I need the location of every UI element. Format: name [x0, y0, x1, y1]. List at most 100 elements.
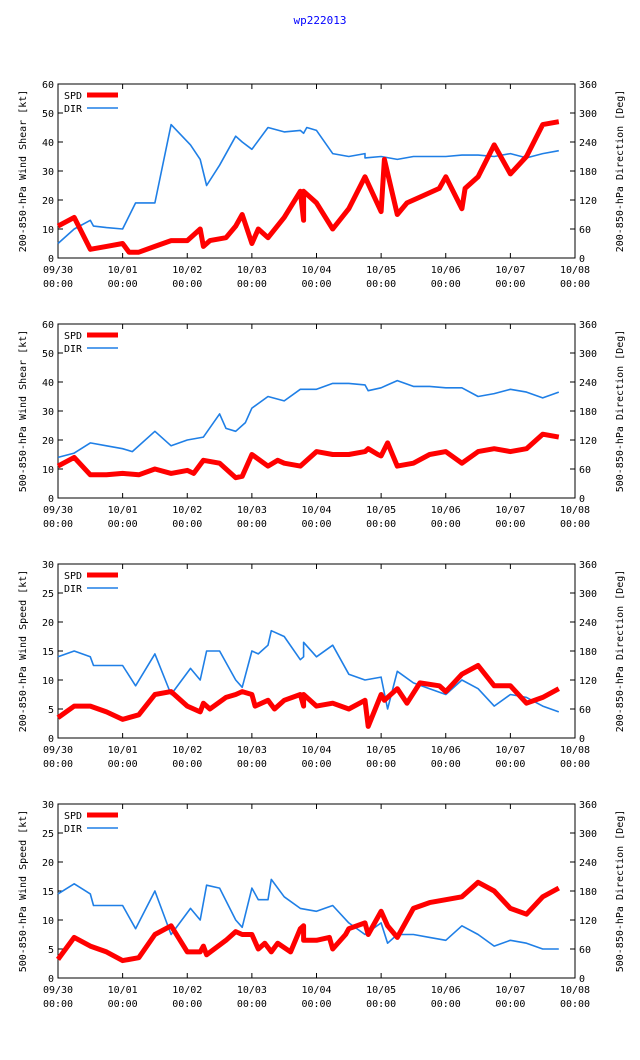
x-tick-date: 10/06: [431, 745, 461, 756]
x-tick-time: 00:00: [366, 759, 396, 770]
y-tick-label: 5: [48, 705, 54, 716]
y-tick-label: 30: [42, 560, 54, 571]
y2-tick-label: 360: [579, 800, 597, 811]
x-tick-time: 00:00: [560, 759, 590, 770]
y-tick-label: 25: [42, 829, 54, 840]
y-tick-label: 30: [42, 800, 54, 811]
legend-label-dir: DIR: [64, 824, 83, 835]
x-tick-time: 00:00: [301, 999, 331, 1010]
y2-tick-label: 60: [579, 945, 591, 956]
y-axis-label: 500-850-hPa Wind Shear [kt]: [18, 330, 29, 493]
y2-tick-label: 120: [579, 436, 597, 447]
x-tick-time: 00:00: [495, 999, 525, 1010]
y-tick-label: 10: [42, 676, 54, 687]
x-tick-date: 10/08: [560, 505, 590, 516]
x-tick-date: 09/30: [43, 985, 73, 996]
x-tick-time: 00:00: [108, 759, 138, 770]
y2-tick-label: 120: [579, 916, 597, 927]
legend-label-spd: SPD: [64, 571, 82, 582]
x-tick-time: 00:00: [301, 759, 331, 770]
y2-axis-label: 500-850-hPa Direction [Deg]: [615, 330, 626, 493]
x-tick-time: 00:00: [431, 519, 461, 530]
x-tick-date: 10/01: [108, 745, 138, 756]
x-tick-date: 10/04: [301, 265, 331, 276]
chart-panel-1: 0 10 20 30 40 50 60 0 60 120 180 240 300 360 09/30 00:0…: [18, 80, 626, 290]
x-tick-date: 10/02: [172, 265, 202, 276]
y-axis-label: 200-850-hPa Wind Speed [kt]: [18, 570, 29, 733]
series-line-spd: [56, 663, 560, 729]
y2-tick-label: 180: [579, 167, 597, 178]
x-tick-date: 10/07: [495, 745, 525, 756]
x-tick-date: 10/08: [560, 745, 590, 756]
x-tick-date: 10/05: [366, 265, 396, 276]
x-tick-time: 00:00: [431, 759, 461, 770]
y-tick-label: 60: [42, 320, 54, 331]
plot-frame: [57, 323, 576, 499]
series-line-dir: [57, 123, 559, 245]
figure-title: wp222013: [294, 14, 347, 27]
x-tick-date: 10/06: [431, 265, 461, 276]
series-line-dir: [57, 379, 560, 459]
x-tick-time: 00:00: [43, 519, 73, 530]
legend-label-spd: SPD: [64, 811, 82, 822]
x-tick-time: 00:00: [43, 759, 73, 770]
x-tick-time: 00:00: [43, 279, 73, 290]
y-tick-label: 0: [48, 974, 54, 985]
x-tick-time: 00:00: [237, 999, 267, 1010]
y2-tick-label: 300: [579, 829, 597, 840]
x-tick-time: 00:00: [560, 279, 590, 290]
x-tick-time: 00:00: [43, 999, 73, 1010]
y2-tick-label: 180: [579, 887, 597, 898]
x-tick-time: 00:00: [495, 519, 525, 530]
y-tick-label: 10: [42, 225, 54, 236]
x-tick-time: 00:00: [301, 279, 331, 290]
x-tick-date: 10/01: [108, 265, 138, 276]
x-tick-time: 00:00: [108, 279, 138, 290]
y2-axis-label: 500-850-hPa Direction [Deg]: [615, 810, 626, 973]
x-tick-date: 10/04: [301, 745, 331, 756]
y-tick-label: 30: [42, 407, 54, 418]
x-tick-date: 10/02: [172, 505, 202, 516]
y2-tick-label: 300: [579, 589, 597, 600]
y-tick-label: 50: [42, 349, 54, 360]
series-line-spd: [56, 431, 560, 481]
x-tick-date: 10/06: [431, 505, 461, 516]
chart-panel-3: 05101520253006012018024030036009/3000:00…: [18, 560, 626, 770]
plot-frame: [57, 563, 576, 739]
x-tick-time: 00:00: [431, 279, 461, 290]
legend-label-spd: SPD: [64, 331, 82, 342]
x-tick-time: 00:00: [108, 999, 138, 1010]
y-tick-label: 40: [42, 378, 54, 389]
y2-tick-label: 360: [579, 560, 597, 571]
x-tick-time: 00:00: [560, 999, 590, 1010]
y-tick-label: 15: [42, 887, 54, 898]
x-tick-date: 09/30: [43, 745, 73, 756]
y2-tick-label: 300: [579, 109, 597, 120]
y2-axis-label: 200-850-hPa Direction [Deg]: [615, 90, 626, 253]
y2-axis-label: 200-850-hPa Direction [Deg]: [615, 570, 626, 733]
y-tick-label: 0: [48, 254, 54, 265]
x-tick-time: 00:00: [172, 759, 202, 770]
x-tick-date: 10/07: [495, 265, 525, 276]
y2-tick-label: 0: [579, 734, 585, 745]
x-tick-time: 00:00: [108, 519, 138, 530]
y2-tick-label: 240: [579, 378, 597, 389]
y2-tick-label: 240: [579, 618, 597, 629]
chart-panel-4: 05101520253006012018024030036009/3000:00…: [18, 800, 626, 1010]
x-tick-date: 09/30: [43, 505, 73, 516]
y-tick-label: 50: [42, 109, 54, 120]
x-tick-time: 00:00: [172, 279, 202, 290]
series-line-spd: [56, 119, 560, 255]
x-tick-date: 10/01: [108, 505, 138, 516]
y2-tick-label: 0: [579, 254, 585, 265]
legend-label-dir: DIR: [64, 344, 83, 355]
x-tick-date: 10/08: [560, 265, 590, 276]
y-tick-label: 0: [48, 494, 54, 505]
x-tick-time: 00:00: [237, 279, 267, 290]
y-axis-label: 200-850-hPa Wind Shear [kt]: [18, 90, 29, 253]
y2-tick-label: 180: [579, 647, 597, 658]
legend-label-spd: SPD: [64, 91, 82, 102]
x-tick-time: 00:00: [237, 759, 267, 770]
y2-tick-label: 180: [579, 407, 597, 418]
